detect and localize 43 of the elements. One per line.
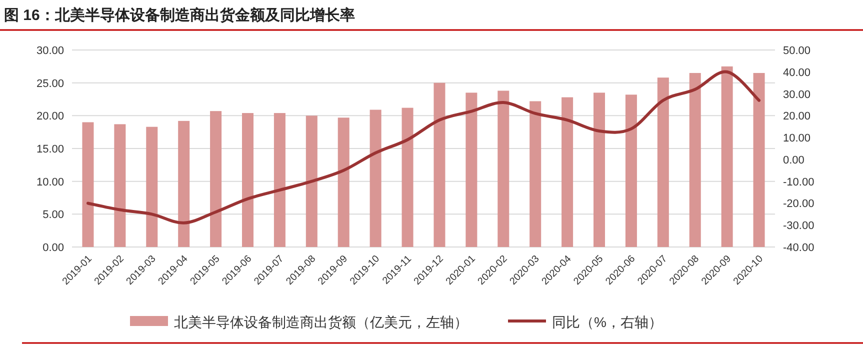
bar	[306, 116, 318, 247]
bar	[210, 111, 222, 247]
bar	[530, 101, 542, 247]
bar	[594, 92, 605, 247]
y2-tick-label: 10.00	[783, 132, 811, 145]
bar	[146, 126, 158, 247]
y-tick-label: 20.00	[36, 110, 64, 123]
chart-title: 图 16：北美半导体设备制造商出货金额及同比增长率	[4, 6, 355, 24]
y-tick-label: 0.00	[42, 242, 64, 254]
y-tick-label: 5.00	[42, 209, 64, 222]
bar	[466, 92, 478, 247]
legend-label: 北美半导体设备制造商出货额（亿美元，左轴）	[174, 314, 468, 330]
y2-tick-label: 20.00	[783, 110, 811, 123]
bar	[689, 72, 701, 247]
y2-tick-label: -40.00	[783, 242, 814, 254]
y2-tick-label: 50.00	[783, 45, 811, 57]
legend-label: 同比（%，右轴）	[552, 314, 662, 330]
y2-tick-label: -30.00	[783, 220, 814, 232]
y2-tick-label: -10.00	[783, 176, 814, 188]
bar	[562, 97, 574, 247]
bar	[274, 113, 286, 247]
y-tick-label: 25.00	[36, 78, 64, 90]
y2-tick-label: 0.00	[783, 154, 804, 166]
bar	[242, 113, 254, 247]
y-tick-label: 15.00	[36, 144, 64, 156]
bar	[338, 118, 350, 247]
y2-tick-label: -20.00	[783, 198, 814, 210]
bar	[370, 110, 382, 247]
line-series	[86, 70, 761, 224]
bar	[498, 90, 510, 247]
bar	[434, 82, 446, 247]
bar	[625, 94, 637, 247]
y2-tick-label: 40.00	[783, 66, 811, 79]
bar	[114, 124, 126, 247]
y-tick-label: 30.00	[36, 45, 64, 57]
bar	[753, 72, 765, 247]
y-tick-label: 10.00	[36, 176, 64, 188]
bar	[657, 78, 669, 247]
bar	[721, 66, 733, 247]
bar	[402, 108, 414, 247]
bar	[178, 120, 190, 247]
bar	[82, 122, 94, 247]
y2-tick-label: 30.00	[783, 88, 811, 101]
